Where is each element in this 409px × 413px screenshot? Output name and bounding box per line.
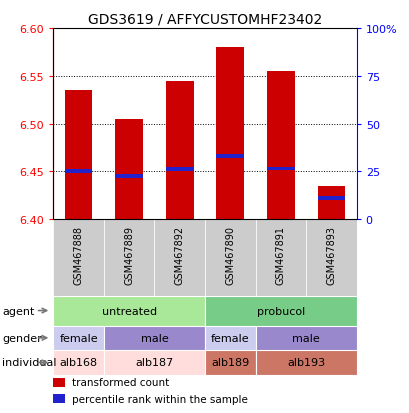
Text: alb187: alb187 — [135, 358, 173, 368]
Text: GSM467890: GSM467890 — [225, 225, 235, 285]
Bar — [53, 350, 103, 375]
Bar — [255, 350, 356, 375]
Text: agent: agent — [2, 306, 34, 316]
Text: transformed count: transformed count — [71, 377, 169, 387]
Text: GSM467888: GSM467888 — [73, 225, 83, 285]
Bar — [103, 220, 154, 296]
Text: GSM467892: GSM467892 — [174, 225, 184, 285]
Text: male: male — [140, 333, 168, 343]
Bar — [53, 394, 65, 403]
Bar — [53, 220, 103, 296]
Bar — [204, 326, 255, 350]
Text: individual: individual — [2, 358, 56, 368]
Bar — [317, 197, 344, 200]
Text: gender: gender — [2, 333, 42, 343]
Text: GSM467893: GSM467893 — [326, 225, 336, 285]
Bar — [65, 170, 92, 174]
Bar — [115, 119, 143, 220]
Bar — [266, 167, 294, 171]
Bar — [204, 350, 255, 375]
Bar — [53, 378, 65, 387]
Bar — [165, 168, 193, 172]
Text: untreated: untreated — [101, 306, 156, 316]
Text: alb168: alb168 — [59, 358, 97, 368]
Bar — [216, 48, 244, 220]
Bar — [317, 186, 344, 220]
Bar — [53, 296, 204, 326]
Text: alb193: alb193 — [286, 358, 324, 368]
Bar — [266, 72, 294, 220]
Bar — [255, 326, 356, 350]
Text: female: female — [59, 333, 98, 343]
Text: GSM467891: GSM467891 — [275, 225, 285, 285]
Bar — [255, 220, 306, 296]
Bar — [154, 220, 204, 296]
Bar — [204, 220, 255, 296]
Bar — [115, 175, 143, 178]
Text: alb189: alb189 — [211, 358, 249, 368]
Bar — [204, 296, 356, 326]
Bar — [306, 220, 356, 296]
Bar — [216, 155, 244, 159]
Bar — [65, 91, 92, 220]
Bar — [103, 350, 204, 375]
Bar — [53, 326, 103, 350]
Bar — [165, 81, 193, 220]
Text: GSM467889: GSM467889 — [124, 225, 134, 285]
Text: female: female — [211, 333, 249, 343]
Text: percentile rank within the sample: percentile rank within the sample — [71, 394, 247, 404]
Title: GDS3619 / AFFYCUSTOMHF23402: GDS3619 / AFFYCUSTOMHF23402 — [88, 12, 321, 26]
Bar — [103, 326, 204, 350]
Text: male: male — [292, 333, 319, 343]
Text: probucol: probucol — [256, 306, 304, 316]
